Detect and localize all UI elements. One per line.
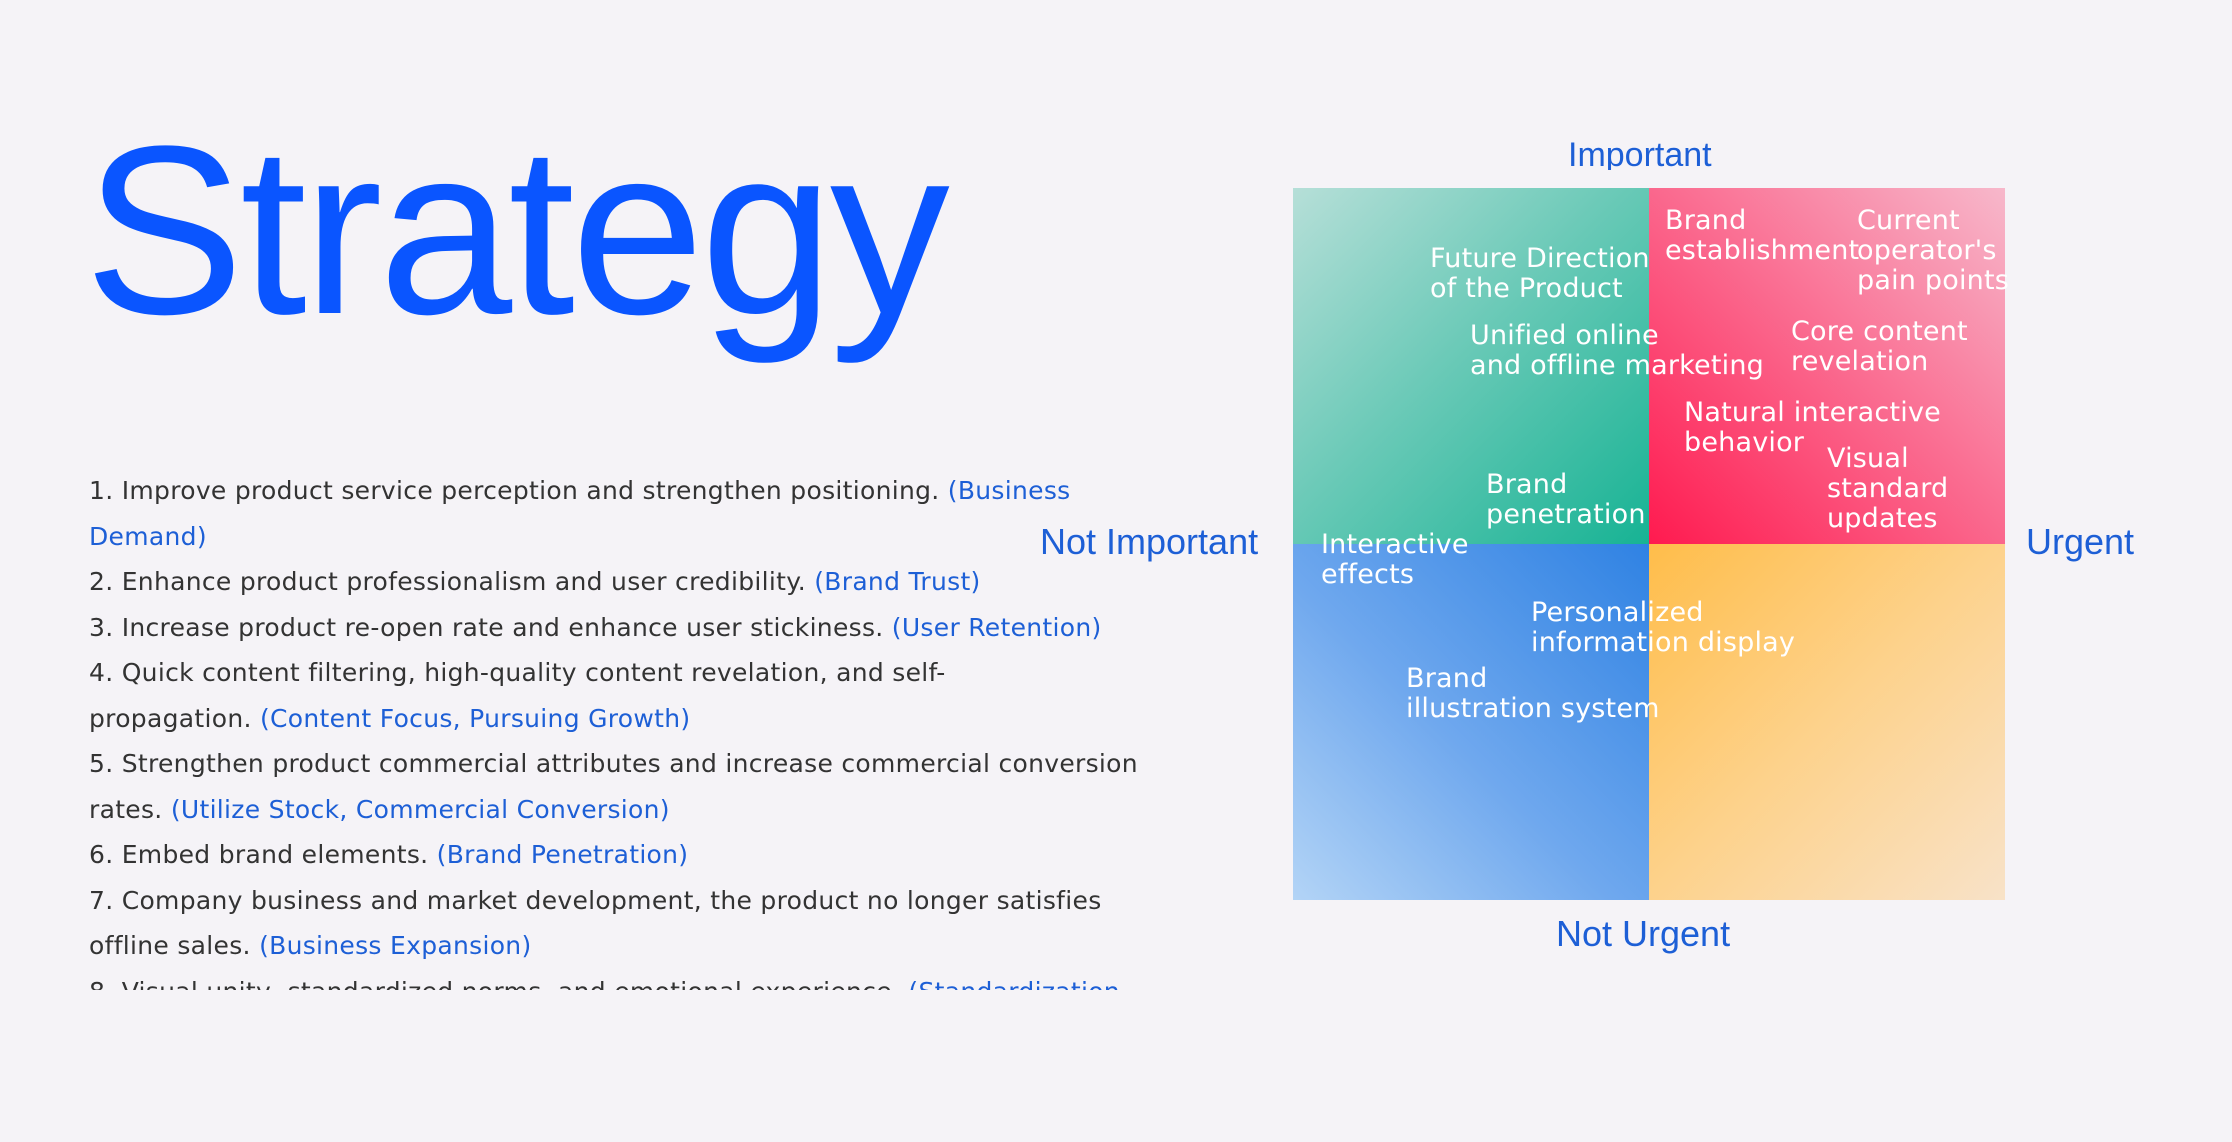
axis-label-important: Important — [1568, 136, 1712, 170]
list-item-text: 4. Quick content filtering, high-quality… — [89, 658, 946, 733]
matrix-label-future-direction: Future Direction of the Product — [1430, 243, 1650, 304]
strategy-list: 1. Improve product service perception an… — [89, 468, 1149, 990]
list-item: 5. Strengthen product commercial attribu… — [89, 741, 1139, 832]
list-item-tag: (Standardization, Quality Experience) — [89, 977, 1128, 991]
list-item-tag: (Content Focus, Pursuing Growth) — [259, 703, 691, 733]
list-item-text: 5. Strengthen product commercial attribu… — [89, 749, 1138, 824]
list-item-text: 7. Company business and market developme… — [89, 885, 1102, 961]
list-item-tag: (Brand Penetration) — [436, 840, 689, 869]
quadrant-important-urgent — [1649, 188, 2005, 544]
page-title: Strategy — [84, 96, 950, 364]
list-item: 1. Improve product service perception an… — [89, 468, 1149, 559]
matrix-label-brand-penetration: Brand penetration — [1486, 469, 1646, 530]
matrix-label-visual-standard: Visual standard updates — [1827, 443, 1949, 534]
list-item-text: 1. Improve product service perception an… — [89, 476, 948, 505]
list-item-tag: (User Retention) — [891, 612, 1102, 642]
list-item: 8. Visual unity, standardized norms, and… — [89, 969, 1149, 991]
list-item-tag: (Business Expansion) — [259, 931, 532, 960]
quadrant-important-not-urgent — [1293, 188, 1649, 544]
list-item: 3. Increase product re-open rate and enh… — [89, 605, 1149, 651]
matrix-label-brand-illustration: Brand illustration system — [1406, 663, 1660, 724]
axis-label-not-urgent: Not Urgent — [1556, 913, 1731, 954]
list-item: 2. Enhance product professionalism and u… — [89, 559, 1149, 605]
matrix-label-personalized-display: Personalized information display — [1531, 597, 1796, 658]
list-item: 4. Quick content filtering, high-quality… — [89, 650, 1099, 741]
matrix-label-brand-establishment: Brand establishment — [1665, 205, 1860, 266]
matrix-label-current-pain-points: Current operator's pain points — [1857, 205, 2010, 296]
matrix-label-core-content: Core content revelation — [1791, 316, 1968, 377]
axis-label-not-important: Not Important — [1040, 521, 1259, 562]
matrix-label-natural-interactive: Natural interactive behavior — [1684, 397, 1941, 458]
axis-label-urgent: Urgent — [2026, 521, 2135, 562]
matrix-label-interactive-effects: Interactive effects — [1321, 529, 1469, 590]
list-item: 7. Company business and market developme… — [89, 878, 1129, 969]
list-item-tag: (Business Demand) — [89, 476, 1071, 551]
quadrant-not-important-not-urgent — [1293, 544, 1649, 900]
list-item-tag: (Utilize Stock, Commercial Conversion) — [170, 794, 670, 824]
quadrant-not-important-urgent — [1649, 544, 2005, 900]
list-item-text: 3. Increase product re-open rate and enh… — [89, 612, 892, 642]
list-item-text: 8. Visual unity, standardized norms, and… — [89, 977, 908, 991]
priority-matrix: Future Direction of the Product Unified … — [1293, 188, 2009, 900]
list-item: 6. Embed brand elements. (Brand Penetrat… — [89, 832, 1149, 878]
list-item-text: 2. Enhance product professionalism and u… — [89, 567, 815, 596]
list-item-text: 6. Embed brand elements. — [89, 840, 437, 869]
list-item-tag: (Brand Trust) — [814, 567, 981, 596]
matrix-label-unified-marketing: Unified online and offline marketing — [1470, 320, 1764, 381]
